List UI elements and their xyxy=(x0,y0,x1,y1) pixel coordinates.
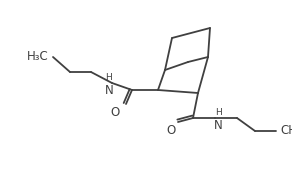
Text: CH₃: CH₃ xyxy=(280,125,292,138)
Text: N: N xyxy=(214,119,223,132)
Text: H₃C: H₃C xyxy=(27,51,49,63)
Text: H: H xyxy=(215,108,221,117)
Text: O: O xyxy=(167,124,176,137)
Text: N: N xyxy=(105,84,113,97)
Text: H: H xyxy=(106,73,112,82)
Text: O: O xyxy=(111,106,120,119)
